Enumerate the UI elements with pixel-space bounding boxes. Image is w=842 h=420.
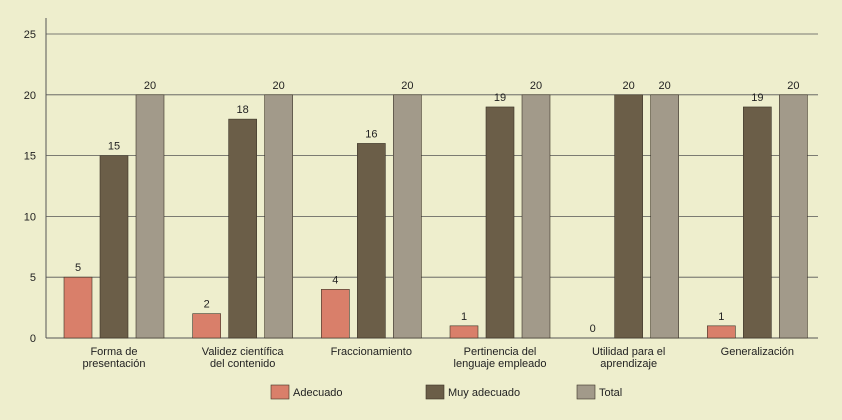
- bar-adecuado: [63, 276, 93, 339]
- x-tick-label: Fraccionamiento: [331, 346, 412, 358]
- legend-label: Total: [599, 387, 622, 399]
- x-tick-label: Utilidad para el: [592, 346, 665, 358]
- data-label: 18: [237, 104, 249, 116]
- data-label: 15: [108, 141, 120, 153]
- legend: Adecuado Muy adecuado Total: [270, 384, 622, 400]
- y-tick-label: 15: [24, 151, 36, 163]
- bar-muy-adecuado: [99, 155, 129, 339]
- data-label: 4: [332, 274, 338, 286]
- bar-total: [264, 94, 293, 339]
- data-label: 20: [144, 80, 156, 92]
- bar-muy-adecuado: [357, 143, 386, 339]
- data-labels: 5 2 4 1 0 1 15 18 16 19 20 19 20 20 20 20 20 20: [75, 80, 800, 335]
- y-tick-label: 20: [24, 90, 36, 102]
- data-label: 19: [494, 92, 506, 104]
- data-label: 0: [590, 323, 596, 335]
- data-label: 20: [623, 80, 635, 92]
- x-tick-label: del contenido: [210, 358, 275, 370]
- data-label: 1: [718, 311, 724, 323]
- legend-swatch: [425, 384, 445, 400]
- y-tick-label: 10: [24, 211, 36, 223]
- legend-swatch: [270, 384, 290, 400]
- x-tick-label: Pertinencia del: [464, 346, 537, 358]
- bar-adecuado: [192, 313, 221, 339]
- bar-total: [521, 94, 551, 339]
- x-tick-label: Forma de: [90, 346, 137, 358]
- bar-muy-adecuado: [485, 106, 515, 339]
- bar-adecuado: [707, 325, 736, 339]
- bar-total: [650, 94, 679, 339]
- data-label: 20: [273, 80, 285, 92]
- bar-adecuado: [449, 325, 479, 339]
- data-label: 2: [204, 299, 210, 311]
- bar-muy-adecuado: [228, 118, 257, 339]
- data-label: 16: [365, 128, 377, 140]
- data-label: 20: [787, 80, 799, 92]
- data-label: 20: [401, 80, 413, 92]
- bar-total: [779, 94, 808, 339]
- bars: [63, 94, 808, 339]
- y-axis: 0 5 10 15 20 25: [24, 18, 47, 345]
- bar-total: [393, 94, 422, 339]
- x-tick-label: presentación: [83, 358, 146, 370]
- legend-label: Muy adecuado: [448, 387, 520, 399]
- x-tick-label: Validez científica: [202, 346, 285, 358]
- data-label: 20: [530, 80, 542, 92]
- bar-total: [135, 94, 165, 339]
- legend-label: Adecuado: [293, 387, 343, 399]
- data-label: 5: [75, 262, 81, 274]
- y-tick-label: 5: [30, 272, 36, 284]
- x-tick-label: aprendizaje: [600, 358, 657, 370]
- y-tick-label: 0: [30, 333, 36, 345]
- data-label: 1: [461, 311, 467, 323]
- bar-adecuado: [321, 289, 350, 339]
- y-tick-label: 25: [24, 29, 36, 41]
- data-label: 20: [659, 80, 671, 92]
- gridlines: [46, 33, 818, 339]
- x-tick-label: Generalización: [721, 346, 794, 358]
- bar-muy-adecuado: [743, 106, 772, 339]
- bar-muy-adecuado: [614, 94, 643, 339]
- legend-swatch: [576, 384, 596, 400]
- x-tick-label: lenguaje empleado: [454, 358, 547, 370]
- data-label: 19: [751, 92, 763, 104]
